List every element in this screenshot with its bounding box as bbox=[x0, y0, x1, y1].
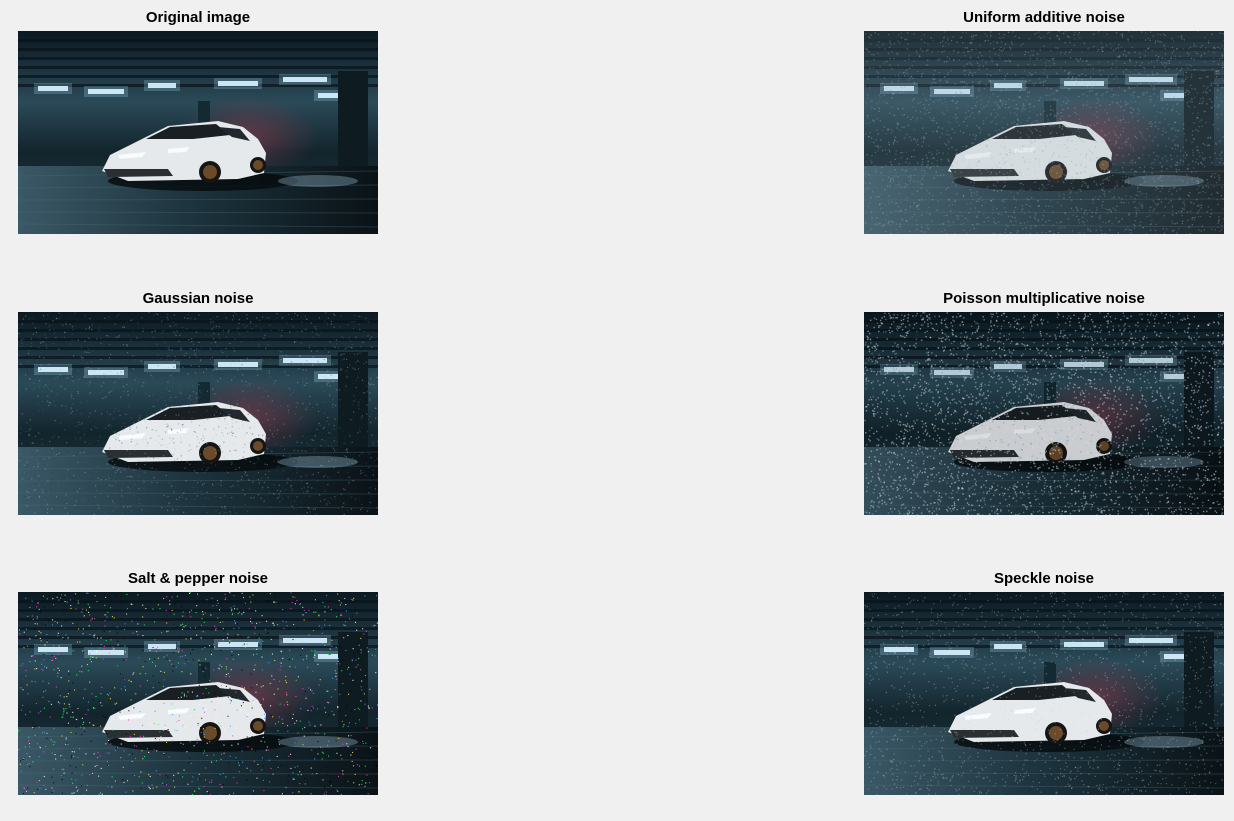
panel-poisson-noise: Poisson multiplicative noise bbox=[864, 288, 1224, 518]
panel-salt-pepper-noise: Salt & pepper noise bbox=[18, 568, 378, 798]
car-image-uniform-noise bbox=[864, 31, 1224, 234]
panel-title: Salt & pepper noise bbox=[127, 570, 269, 587]
car-image-poisson-noise bbox=[864, 312, 1224, 515]
panel-speckle-noise: Speckle noise bbox=[864, 568, 1224, 798]
panel-gaussian-noise: Gaussian noise bbox=[18, 288, 378, 518]
panel-title: Gaussian noise bbox=[142, 290, 254, 307]
car-image-original bbox=[18, 31, 378, 234]
car-image-salt-pepper-noise bbox=[18, 592, 378, 795]
car-image-gaussian-noise bbox=[18, 312, 378, 515]
panel-title: Uniform additive noise bbox=[963, 9, 1125, 26]
panel-title: Speckle noise bbox=[993, 570, 1095, 587]
panel-original: Original image bbox=[18, 7, 378, 237]
panel-title: Original image bbox=[145, 9, 251, 26]
panel-uniform-noise: Uniform additive noise bbox=[864, 7, 1224, 237]
panel-title: Poisson multiplicative noise bbox=[943, 290, 1145, 307]
car-image-speckle-noise bbox=[864, 592, 1224, 795]
